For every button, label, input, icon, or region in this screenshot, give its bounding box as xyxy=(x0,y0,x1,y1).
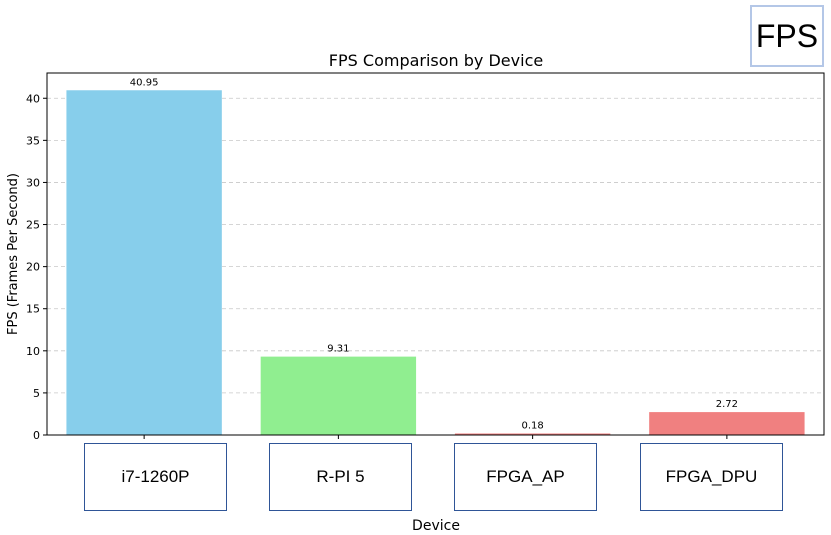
bar-value-label: 2.72 xyxy=(716,399,738,410)
y-tick-label: 30 xyxy=(26,176,40,189)
bar-value-label: 40.95 xyxy=(130,77,159,88)
chart-title: FPS Comparison by Device xyxy=(329,51,543,70)
y-tick-label: 40 xyxy=(26,92,40,105)
bar-value-labels: 40.95 9.31 0.18 2.72 xyxy=(130,77,738,431)
y-tick-label: 25 xyxy=(26,219,40,232)
y-tick-label: 15 xyxy=(26,303,40,316)
bar-value-label: 0.18 xyxy=(521,420,543,431)
x-axis-label: Device xyxy=(412,518,460,534)
bars xyxy=(66,90,805,435)
x-axis-ticks xyxy=(143,435,728,439)
category-label-1: R-PI 5 xyxy=(269,443,412,511)
category-label-3: FPGA_DPU xyxy=(640,443,783,511)
y-tick-label: 10 xyxy=(26,345,40,358)
y-tick-label: 20 xyxy=(26,261,40,274)
bar-fpga-ap xyxy=(454,433,611,435)
y-tick-label: 35 xyxy=(26,134,40,147)
y-axis-label: FPS (Frames Per Second) xyxy=(6,173,21,335)
y-tick-label: 5 xyxy=(33,387,40,400)
y-axis-ticks: 0 5 10 15 20 25 30 35 40 xyxy=(26,92,47,442)
bar-value-label: 9.31 xyxy=(327,344,349,355)
y-tick-label: 0 xyxy=(33,429,40,442)
bar-fpga-dpu xyxy=(649,412,805,435)
category-label-0: i7-1260P xyxy=(84,443,227,511)
fps-badge: FPS xyxy=(750,5,824,67)
category-label-2: FPGA_AP xyxy=(454,443,597,511)
plot-frame xyxy=(46,72,825,436)
bar-r-pi-5 xyxy=(260,356,417,435)
bar-i7-1260p xyxy=(66,90,222,435)
